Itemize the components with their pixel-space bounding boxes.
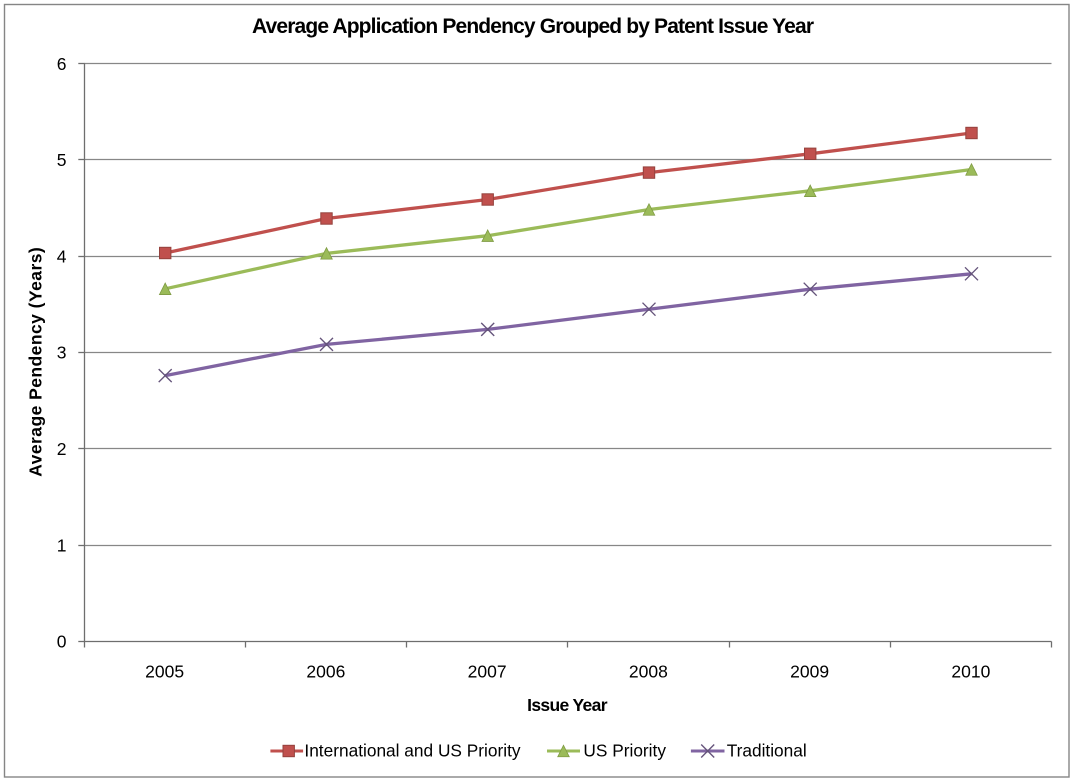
svg-text:Average Pendency (Years): Average Pendency (Years) <box>26 247 46 477</box>
svg-text:2005: 2005 <box>145 662 184 682</box>
svg-text:2006: 2006 <box>306 662 345 682</box>
svg-text:Average Application Pendency G: Average Application Pendency Grouped by … <box>252 15 814 38</box>
svg-text:6: 6 <box>57 54 67 74</box>
svg-text:5: 5 <box>57 150 67 170</box>
svg-text:2010: 2010 <box>951 662 990 682</box>
svg-text:2: 2 <box>57 439 67 459</box>
svg-text:1: 1 <box>57 535 67 555</box>
svg-text:US Priority: US Priority <box>583 740 666 760</box>
svg-text:4: 4 <box>57 246 67 266</box>
svg-text:Traditional: Traditional <box>727 740 807 760</box>
svg-text:2007: 2007 <box>468 662 507 682</box>
svg-text:3: 3 <box>57 343 67 363</box>
svg-text:Issue Year: Issue Year <box>527 695 608 715</box>
svg-text:International and US Priority: International and US Priority <box>304 740 520 760</box>
svg-text:0: 0 <box>57 632 67 652</box>
svg-text:2008: 2008 <box>629 662 668 682</box>
svg-text:2009: 2009 <box>790 662 829 682</box>
